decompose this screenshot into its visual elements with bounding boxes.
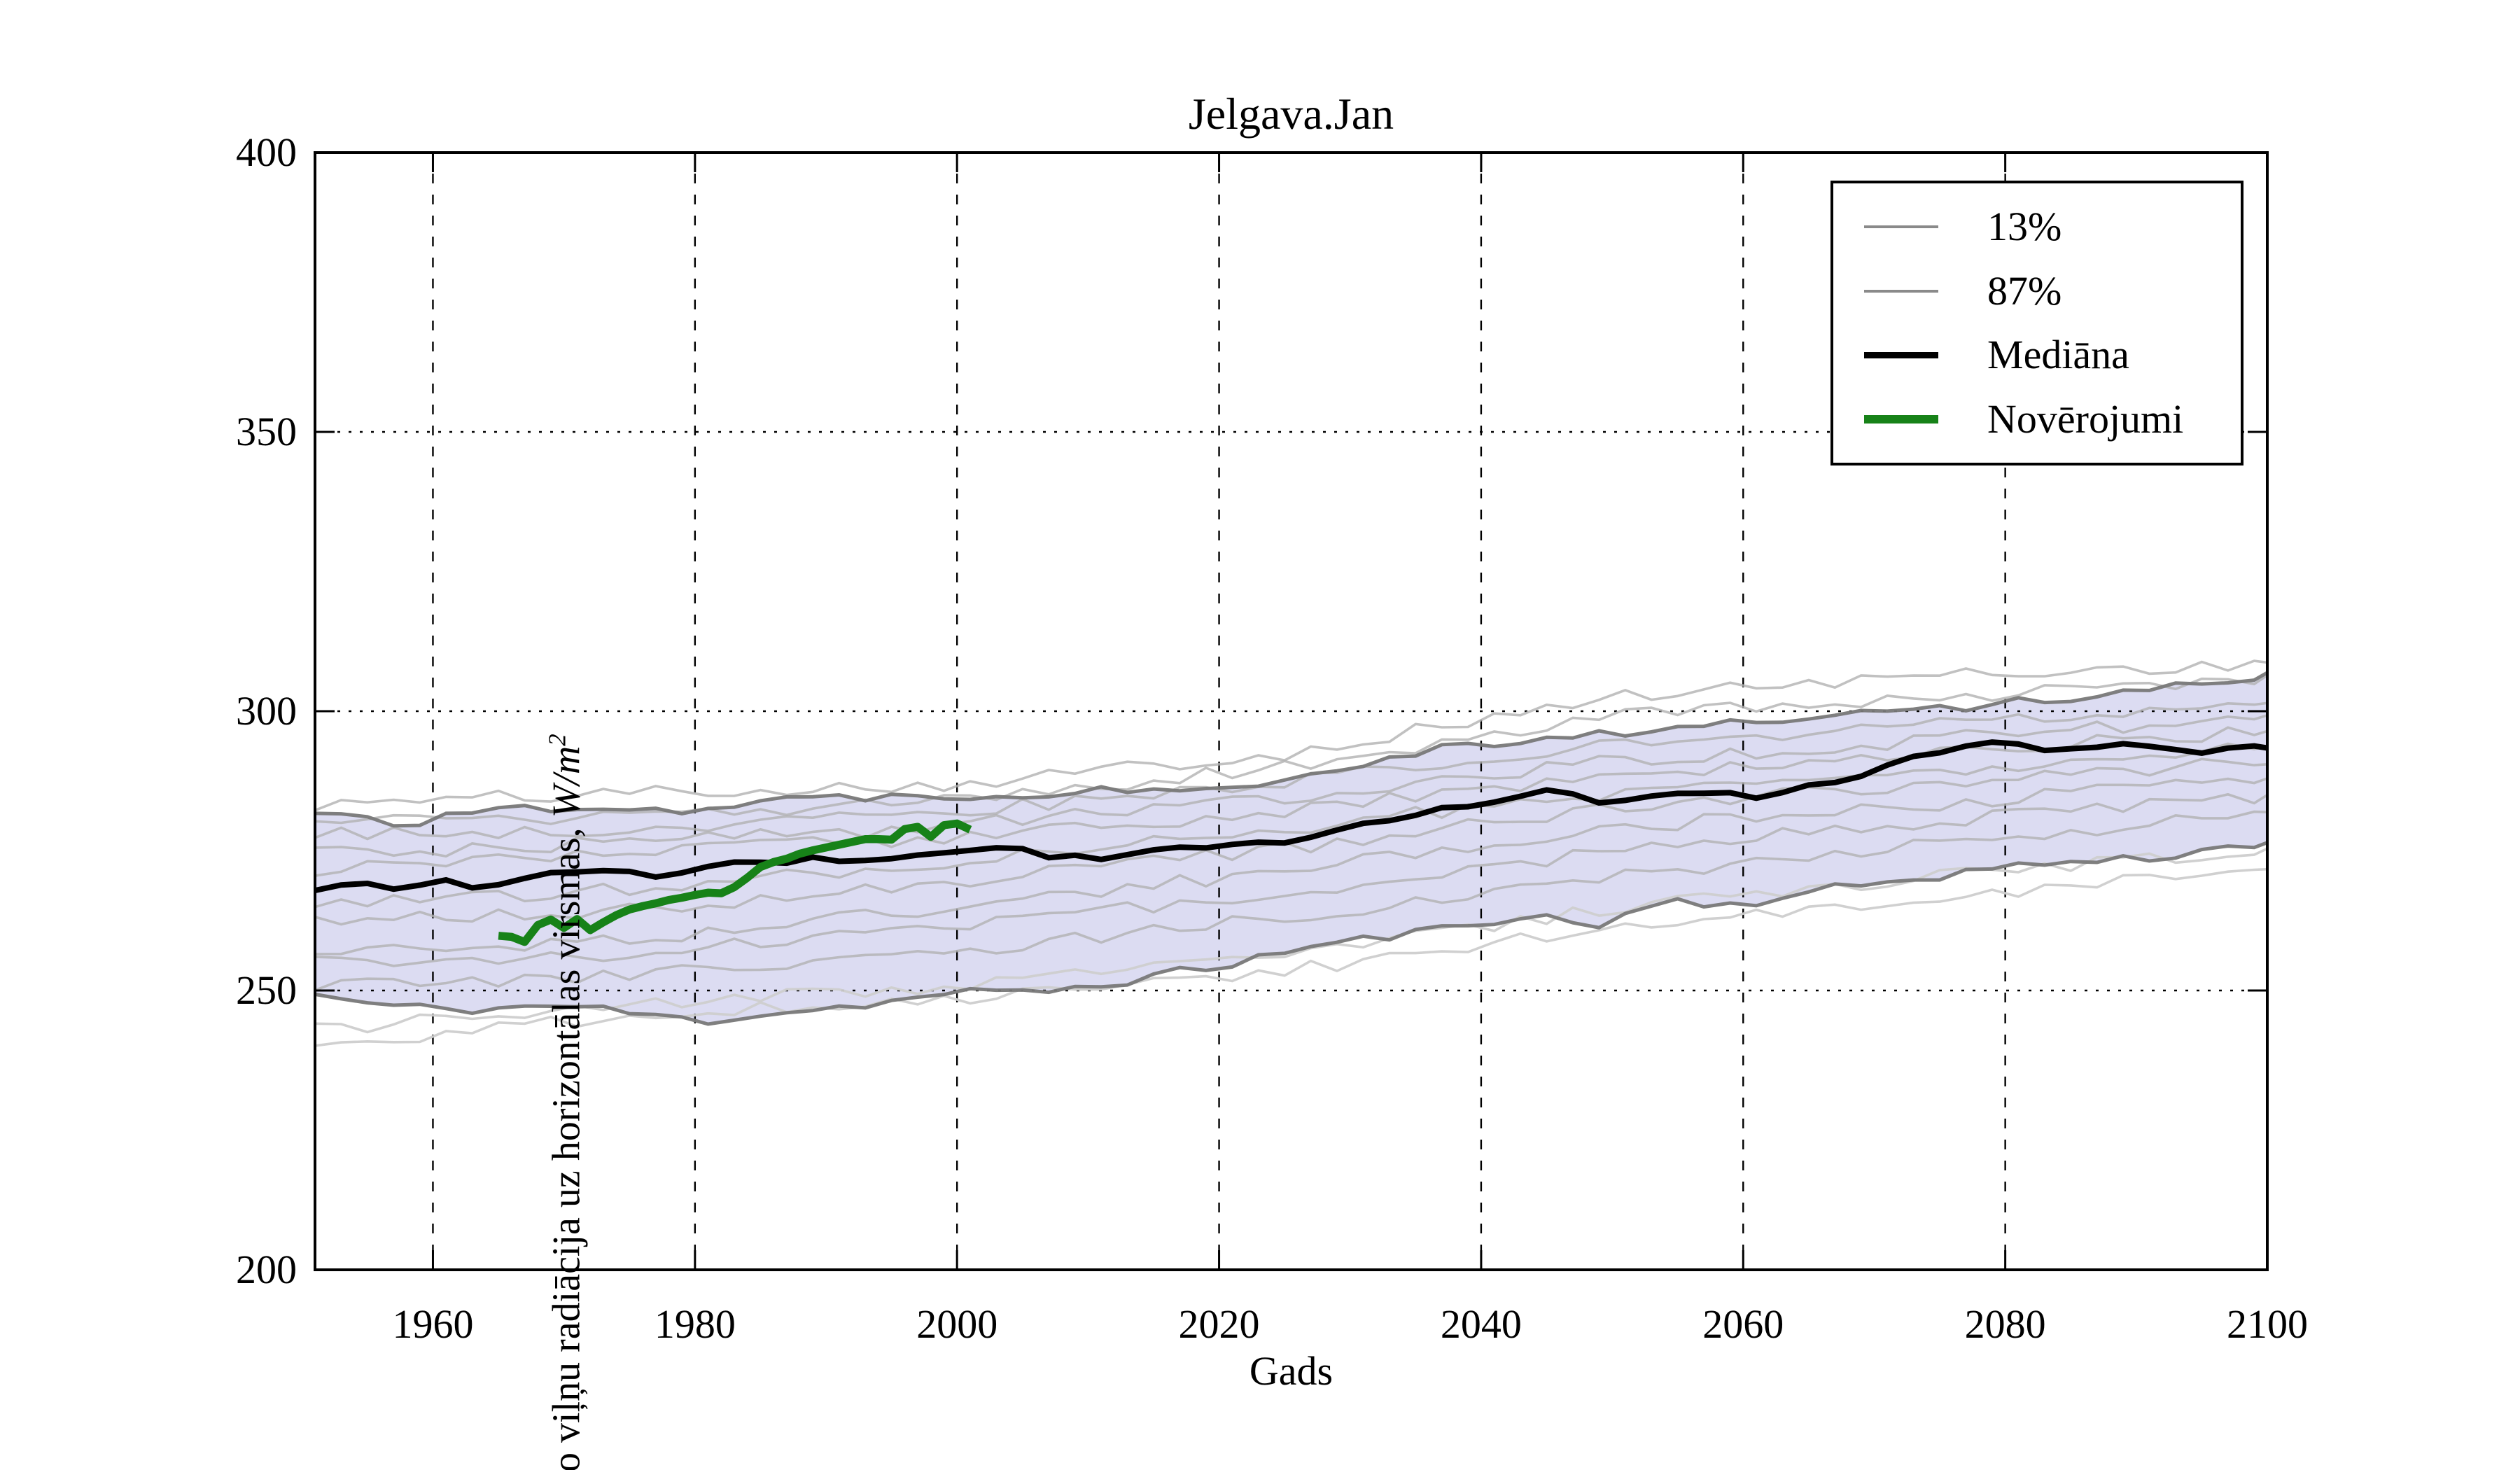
y-tick-label: 350 <box>236 409 297 454</box>
x-tick-label: 2060 <box>1702 1301 1784 1347</box>
x-tick-label: 2100 <box>2227 1301 2308 1347</box>
y-axis-unit: W/m <box>545 746 589 818</box>
y-tick-label: 200 <box>236 1247 297 1292</box>
legend-label: 87% <box>1987 267 2062 314</box>
x-tick-label: 1960 <box>392 1301 474 1347</box>
legend-item-13pct: 13% <box>1864 206 2241 247</box>
ensemble-line <box>315 867 2267 1047</box>
x-tick-label: 1980 <box>654 1301 736 1347</box>
y-tick-label: 250 <box>236 967 297 1013</box>
x-tick-label: 2080 <box>1964 1301 2046 1347</box>
percentile-13-line <box>315 841 2267 1026</box>
observations-line <box>498 819 972 946</box>
x-axis-label: Gads <box>1249 1348 1334 1394</box>
x-tick-label: 2020 <box>1178 1301 1260 1347</box>
ensemble-line <box>315 847 2267 1034</box>
median-line <box>315 739 2267 894</box>
y-tick-label: 400 <box>236 130 297 175</box>
ensemble-line <box>315 714 2267 858</box>
y-axis-label: Garo viļņu radiācija uz horizontālas vir… <box>544 734 589 1470</box>
legend-label: 13% <box>1987 204 2062 250</box>
gridlines <box>315 153 2267 1270</box>
ensemble-line <box>315 810 2267 992</box>
y-axis-label-text: Garo viļņu radiācija uz horizontālas vir… <box>545 818 589 1470</box>
legend-item-87pct: 87% <box>1864 267 2241 314</box>
legend-line-sample-mediana <box>1864 351 1938 358</box>
chart-title: Jelgava.Jan <box>1188 89 1394 139</box>
x-tick-label: 2000 <box>916 1301 998 1347</box>
ensemble-line <box>315 701 2267 841</box>
ensemble-line <box>315 659 2267 812</box>
legend-item-mediana: Mediāna <box>1864 335 2241 375</box>
percentile-87-line <box>315 671 2267 828</box>
legend-line-sample-13pct <box>1864 225 1938 229</box>
legend: 13% 87% Mediāna Novērojumi <box>1830 181 2244 465</box>
legend-label: Novērojumi <box>1987 396 2184 442</box>
y-tick-label: 300 <box>236 688 297 734</box>
legend-item-noverojumi: Novērojumi <box>1864 396 2241 442</box>
percentile-band-fill <box>315 672 2267 1024</box>
ensemble-line <box>315 742 2267 909</box>
ensemble-line <box>315 792 2267 967</box>
legend-line-sample-noverojumi <box>1864 414 1938 424</box>
legend-label: Mediāna <box>1987 332 2129 378</box>
y-axis-unit-exponent: 2 <box>543 734 571 746</box>
axis-ticks <box>315 151 2269 1271</box>
x-tick-label: 2040 <box>1440 1301 1522 1347</box>
ensemble-line <box>315 674 2267 825</box>
ensemble-line <box>315 777 2267 955</box>
legend-line-sample-87pct <box>1864 289 1938 293</box>
